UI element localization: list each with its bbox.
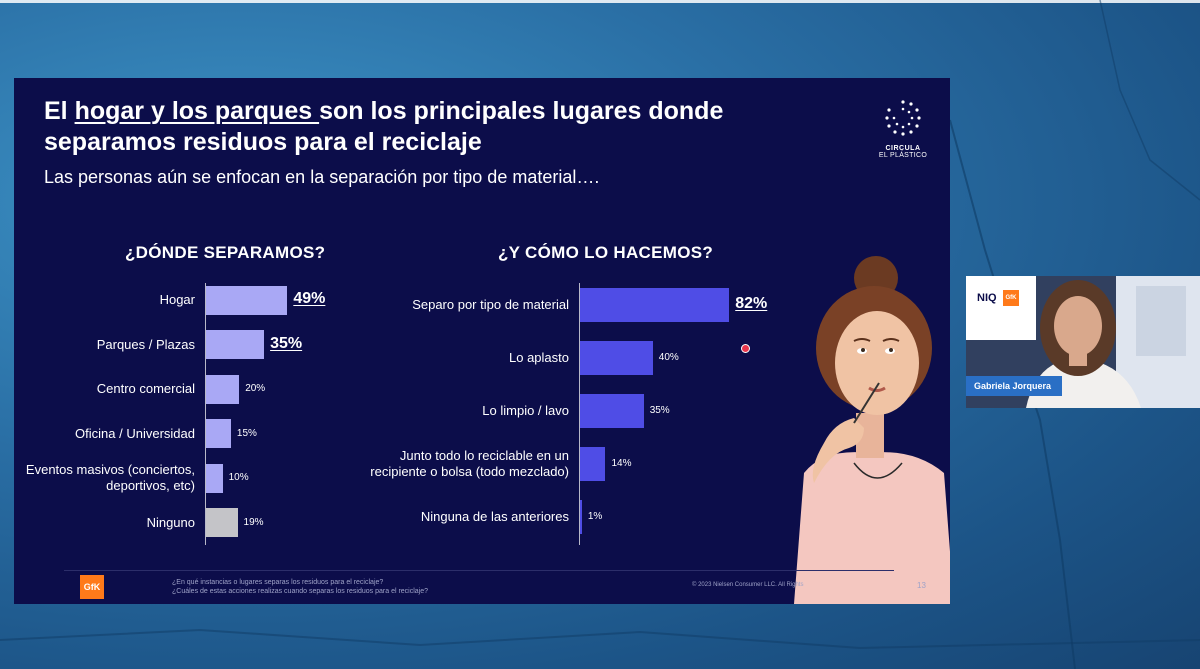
brand-panel <box>966 276 1036 340</box>
category-label: Eventos masivos (conciertos, deportivos,… <box>25 462 195 493</box>
category-label: Separo por tipo de material <box>412 297 569 312</box>
circula-el-plastico-logo: CIRCULA EL PLÁSTICO <box>872 98 934 159</box>
bar <box>206 463 223 493</box>
gfk-logo: GfK <box>1003 290 1019 306</box>
chart-where-title: ¿DÓNDE SEPARAMOS? <box>125 243 326 262</box>
category-label: Centro comercial <box>96 381 195 396</box>
chart-where-axis <box>205 283 206 545</box>
title-underlined-text: hogar y los parques <box>74 97 320 125</box>
bar <box>206 419 231 448</box>
bar <box>206 285 288 315</box>
pointer-cursor-icon <box>741 344 750 353</box>
bar <box>206 374 240 404</box>
data-label: 49% <box>293 290 326 307</box>
bar <box>580 394 644 428</box>
data-label: 10% <box>228 472 249 483</box>
data-label: 1% <box>587 511 603 522</box>
category-label: Lo limpio / lavo <box>482 403 569 418</box>
bar <box>206 330 265 359</box>
chart-how-axis <box>579 283 580 545</box>
data-label: 14% <box>611 458 632 469</box>
data-label: 35% <box>270 334 303 352</box>
bar <box>580 288 730 322</box>
thinking-woman-illustration <box>794 256 950 604</box>
data-label: 15% <box>236 427 257 439</box>
presenter-name-label: Gabriela Jorquera <box>966 376 1062 396</box>
presentation-slide: El hogar y los parques son los principal… <box>14 78 950 604</box>
category-label: Parques / Plazas <box>96 336 195 352</box>
bar <box>580 341 653 375</box>
niq-logo: NIQ <box>977 292 997 304</box>
bar <box>580 447 606 481</box>
slide-title: El hogar y los parques son los principal… <box>44 97 724 156</box>
category-label: Oficina / Universidad <box>75 425 195 441</box>
data-label: 20% <box>245 383 266 394</box>
category-label: Ninguno <box>146 514 195 530</box>
data-label: 19% <box>243 516 264 528</box>
category-label: Lo aplasto <box>509 350 569 365</box>
chart-how-title: ¿Y CÓMO LO HACEMOS? <box>498 243 714 262</box>
presenter-webcam[interactable]: NIQ GfK Gabriela Jorquera <box>966 276 1200 408</box>
category-label: Junto todo lo reciclable en un recipient… <box>370 448 569 479</box>
data-label: 82% <box>735 295 768 312</box>
data-label: 35% <box>649 405 670 416</box>
top-edge <box>0 0 1200 3</box>
data-label: 40% <box>658 352 679 363</box>
bar <box>206 508 238 537</box>
category-label: Hogar <box>159 292 195 307</box>
category-label: Ninguna de las anteriores <box>420 509 569 524</box>
circle-dots-icon <box>885 100 921 136</box>
bar <box>580 500 582 534</box>
slide-subtitle: Las personas aún se enfocan en la separa… <box>44 167 600 187</box>
